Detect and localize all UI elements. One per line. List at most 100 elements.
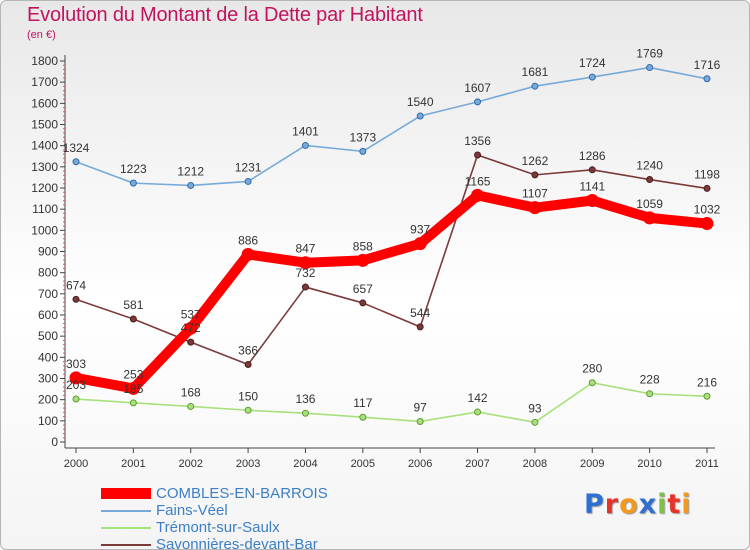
logo-letter: t [667, 489, 682, 520]
data-label-3: 1262 [522, 154, 549, 168]
y-tick-label: 800 [38, 266, 58, 280]
data-label-3: 1356 [464, 134, 491, 148]
data-point-2 [703, 392, 711, 400]
data-point-3 [301, 283, 309, 291]
data-point-2 [416, 417, 424, 425]
data-label-2: 142 [468, 391, 488, 405]
data-point-2 [129, 399, 137, 407]
x-tick-label: 2007 [465, 458, 489, 470]
data-point-3 [588, 166, 596, 174]
y-tick-label: 500 [38, 329, 58, 343]
x-tick-label: 2010 [637, 458, 661, 470]
data-point-3 [646, 176, 654, 184]
data-label-2: 97 [414, 400, 428, 414]
x-tick-label: 2008 [523, 458, 547, 470]
legend-swatch-tremont [101, 527, 151, 529]
x-tick-label: 2004 [293, 458, 317, 470]
y-tick-label: 0 [51, 435, 58, 449]
y-tick-label: 100 [38, 414, 58, 428]
data-label-1: 1231 [235, 160, 262, 174]
data-label-0: 1032 [694, 203, 721, 217]
y-tick-label: 1700 [31, 75, 58, 89]
data-point-1 [301, 141, 309, 149]
data-point-3 [703, 184, 711, 192]
series-line-2 [75, 381, 708, 424]
data-label-0: 1141 [579, 179, 605, 193]
data-label-1: 1769 [636, 47, 663, 61]
x-tick-label: 2002 [178, 458, 202, 470]
data-point-0 [69, 371, 83, 385]
series-line-1 [75, 66, 708, 187]
data-point-3 [244, 361, 252, 369]
data-label-3: 657 [353, 282, 373, 296]
data-point-1 [187, 181, 195, 189]
data-point-1 [703, 75, 711, 83]
data-point-0 [356, 253, 370, 267]
data-point-2 [588, 379, 596, 387]
data-point-1 [531, 82, 539, 90]
data-label-0: 1059 [636, 197, 663, 211]
logo-letter: x [638, 489, 658, 520]
data-label-2: 216 [697, 375, 717, 389]
data-label-1: 1716 [694, 58, 721, 72]
data-point-2 [646, 390, 654, 398]
data-label-1: 1324 [63, 141, 90, 155]
y-tick-label: 1200 [31, 181, 58, 195]
data-point-3 [474, 151, 482, 159]
legend-swatch-combles [101, 488, 151, 499]
data-point-3 [129, 315, 137, 323]
data-label-3: 544 [410, 306, 430, 320]
data-label-3: 472 [181, 321, 201, 335]
x-tick-label: 2003 [236, 458, 260, 470]
data-point-1 [72, 158, 80, 166]
data-label-3: 366 [238, 344, 258, 358]
data-label-2: 150 [238, 389, 258, 403]
data-point-1 [129, 179, 137, 187]
data-label-2: 185 [123, 382, 143, 396]
y-tick-label: 1000 [31, 223, 58, 237]
logo-letter: i [681, 489, 692, 520]
data-point-3 [416, 323, 424, 331]
data-point-0 [643, 211, 657, 225]
data-label-1: 1681 [522, 65, 549, 79]
logo-letter: P [584, 489, 605, 520]
data-label-3: 1240 [636, 159, 663, 173]
proxiti-logo: Proxiti [584, 489, 692, 520]
data-label-0: 537 [181, 307, 201, 321]
y-tick-label: 900 [38, 245, 58, 259]
data-point-3 [359, 299, 367, 307]
chart-unit: (en €) [27, 29, 56, 41]
data-label-3: 1286 [579, 149, 606, 163]
y-tick-label: 1400 [31, 139, 58, 153]
data-label-0: 1165 [465, 174, 491, 188]
x-tick-label: 2009 [580, 458, 604, 470]
data-label-1: 1401 [292, 124, 319, 138]
x-tick-label: 2011 [695, 458, 719, 470]
y-tick-label: 1500 [31, 118, 58, 132]
legend-label-combles: COMBLES-EN-BARROIS [156, 485, 328, 502]
y-tick-label: 1100 [32, 202, 58, 216]
chart-title: Evolution du Montant de la Dette par Hab… [27, 4, 423, 26]
data-point-0 [298, 256, 312, 270]
logo-letter: i [657, 489, 668, 520]
data-point-1 [416, 112, 424, 120]
data-label-1: 1223 [120, 162, 147, 176]
data-point-0 [241, 247, 255, 261]
data-label-1: 1212 [177, 164, 204, 178]
y-tick-label: 600 [38, 308, 58, 322]
data-point-1 [244, 177, 252, 185]
data-point-0 [528, 201, 542, 215]
data-point-2 [301, 409, 309, 417]
data-point-2 [531, 418, 539, 426]
data-point-3 [187, 338, 195, 346]
data-label-0: 303 [66, 357, 86, 371]
data-label-3: 581 [123, 298, 143, 312]
data-label-3: 1198 [694, 167, 720, 181]
data-point-2 [72, 395, 80, 403]
data-label-0: 1107 [522, 187, 548, 201]
y-tick-label: 700 [38, 287, 58, 301]
data-point-0 [184, 321, 198, 335]
y-tick-label: 1600 [31, 96, 58, 110]
data-label-2: 117 [353, 396, 372, 410]
data-point-3 [72, 295, 80, 303]
